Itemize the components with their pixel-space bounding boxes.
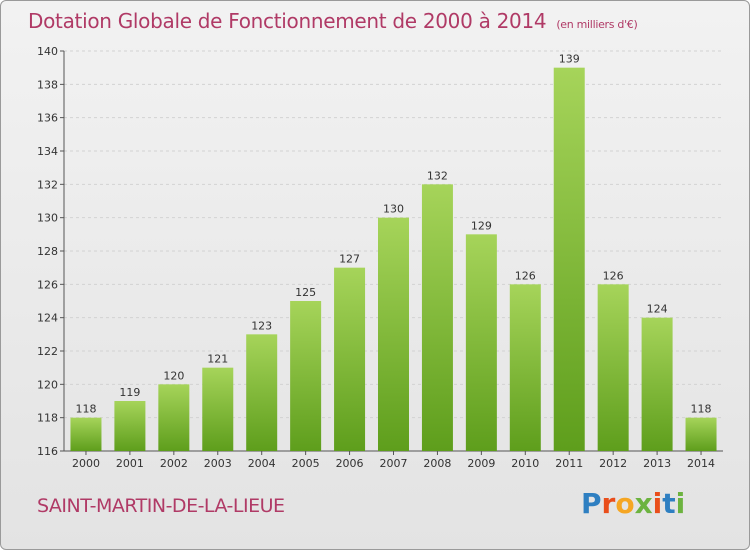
bar-value-label: 126: [515, 269, 536, 282]
x-tick-label: 2004: [248, 457, 276, 470]
x-tick-label: 2008: [423, 457, 451, 470]
bar: [378, 217, 409, 451]
bar-value-label: 118: [691, 403, 712, 416]
chart-unit-note: (en milliers d'€): [556, 18, 638, 31]
bar: [246, 334, 278, 451]
x-tick-label: 2013: [643, 457, 671, 470]
bar-value-label: 132: [427, 169, 448, 182]
bar: [553, 67, 585, 452]
bar: [509, 284, 541, 451]
y-tick-label: 116: [37, 445, 58, 458]
bar: [70, 417, 102, 451]
bar: [465, 234, 497, 451]
bar-value-label: 130: [383, 203, 404, 216]
bar: [202, 367, 234, 451]
x-tick-label: 2005: [292, 457, 320, 470]
x-tick-label: 2012: [599, 457, 627, 470]
y-tick-label: 132: [37, 178, 58, 191]
bars: [70, 67, 717, 452]
x-tick-label: 2009: [467, 457, 495, 470]
y-tick-label: 120: [37, 378, 58, 391]
x-tick-label: 2011: [555, 457, 583, 470]
logo-letter: i: [652, 487, 663, 520]
y-tick-label: 140: [37, 45, 58, 58]
bar: [421, 184, 453, 452]
municipality-name: SAINT-MARTIN-DE-LA-LIEUE: [37, 495, 285, 517]
bar: [685, 417, 717, 451]
logo-letter: o: [615, 487, 635, 520]
y-tick-label: 126: [37, 278, 58, 291]
bar: [158, 384, 190, 451]
x-tick-label: 2000: [72, 457, 100, 470]
y-tick-label: 124: [37, 312, 58, 325]
x-tick-label: 2006: [336, 457, 364, 470]
y-tick-label: 128: [37, 245, 58, 258]
bar-value-label: 121: [207, 353, 228, 366]
logo-letter: r: [601, 487, 616, 520]
y-tick-label: 136: [37, 112, 58, 125]
y-tick-label: 134: [37, 145, 58, 158]
bar-value-label: 139: [559, 53, 580, 66]
chart-title: Dotation Globale de Fonctionnement de 20…: [28, 9, 638, 33]
bar: [641, 317, 673, 451]
x-tick-label: 2007: [380, 457, 408, 470]
logo-letter: x: [634, 487, 653, 520]
bar-value-label: 127: [339, 253, 360, 266]
labels: 116 118 120 122 124 126 128 130 132 134 136 138 140 1…: [37, 45, 715, 470]
bar-value-label: 120: [163, 369, 184, 382]
x-tick-label: 2010: [511, 457, 539, 470]
x-tick-label: 2001: [116, 457, 144, 470]
bar: [290, 301, 322, 451]
bar: [114, 401, 146, 451]
y-tick-label: 138: [37, 78, 58, 91]
logo-letter: P: [581, 487, 602, 520]
logo-letter: t: [662, 487, 676, 520]
bar-value-label: 129: [471, 219, 492, 232]
bar-value-label: 126: [603, 269, 624, 282]
bar-value-label: 125: [295, 286, 316, 299]
bar-value-label: 124: [647, 303, 668, 316]
x-tick-label: 2014: [687, 457, 715, 470]
y-tick-label: 118: [37, 412, 58, 425]
x-tick-label: 2002: [160, 457, 188, 470]
y-tick-label: 122: [37, 345, 58, 358]
chart-title-text: Dotation Globale de Fonctionnement de 20…: [28, 9, 547, 33]
y-tick-label: 130: [37, 212, 58, 225]
bar: [334, 267, 366, 451]
bar-value-label: 123: [251, 319, 272, 332]
bar-value-label: 118: [75, 403, 96, 416]
bar-value-label: 119: [119, 386, 140, 399]
x-tick-label: 2003: [204, 457, 232, 470]
bar: [597, 284, 629, 451]
proxiti-logo: Proxiti: [581, 487, 685, 520]
logo-letter: i: [675, 487, 686, 520]
